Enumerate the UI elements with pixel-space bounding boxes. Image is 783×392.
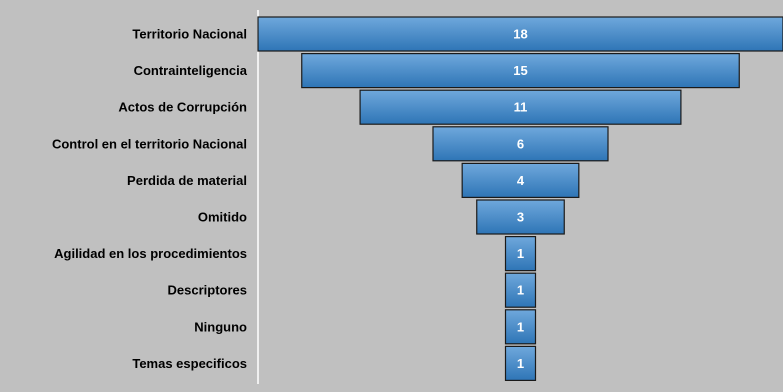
value-label: 15 (513, 63, 527, 78)
value-label: 3 (517, 210, 524, 225)
category-label: Territorio Nacional (132, 27, 247, 42)
value-label: 1 (517, 319, 524, 334)
value-label: 4 (517, 173, 525, 188)
category-label: Actos de Corrupción (118, 100, 247, 115)
funnel-bar (504, 345, 537, 381)
funnel-bar (257, 16, 783, 52)
value-label: 1 (517, 246, 524, 261)
category-label: Descriptores (168, 283, 247, 298)
value-label: 1 (517, 356, 524, 371)
value-label: 11 (514, 100, 528, 115)
funnel-bar (432, 126, 609, 162)
funnel-bar (504, 272, 537, 308)
funnel-bar (476, 199, 565, 235)
value-label: 1 (517, 283, 524, 298)
funnel-bar (504, 309, 537, 345)
category-label: Temas especificos (132, 356, 247, 371)
category-label: Agilidad en los procedimientos (54, 246, 247, 261)
funnel-bar (301, 52, 740, 89)
value-label: 18 (513, 27, 527, 42)
category-label: Ninguno (194, 319, 247, 334)
funnel-bar (359, 89, 682, 125)
funnel-bar (461, 162, 580, 198)
category-label: Omitido (198, 210, 247, 225)
value-label: 6 (517, 136, 524, 151)
category-label: Control en el territorio Nacional (52, 136, 247, 151)
category-label: Perdida de material (127, 173, 247, 188)
category-label: Contrainteligencia (134, 63, 248, 78)
funnel-bar (504, 236, 537, 272)
